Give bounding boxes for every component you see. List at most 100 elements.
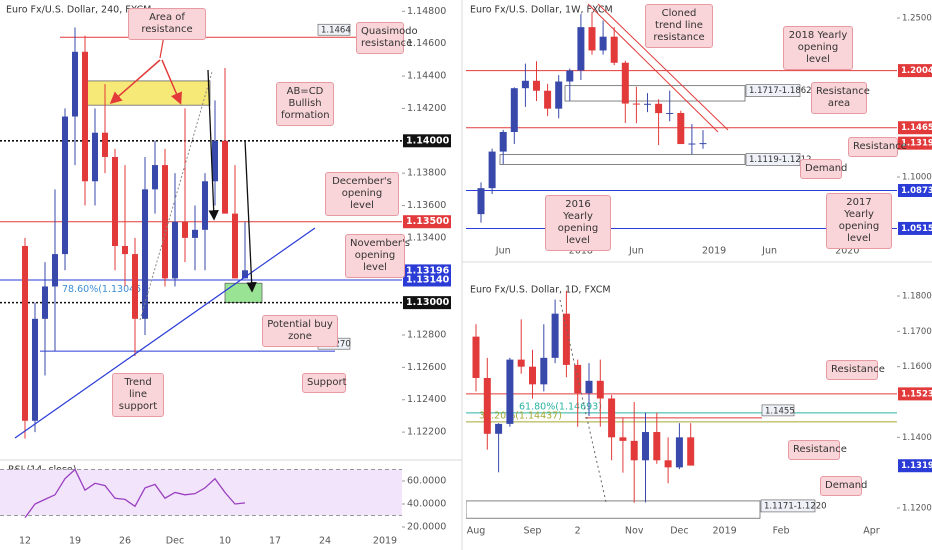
x-tick-label: Jun (495, 246, 511, 257)
y-tick-label: 1.13600 (407, 200, 446, 211)
candle-body (483, 377, 491, 434)
candle-body (588, 27, 596, 51)
drawing (207, 69, 219, 221)
drawing (139, 71, 213, 321)
price-tag (403, 296, 451, 310)
price-tag-label: 1.15230 (901, 389, 932, 399)
plot-area: 1.14641.127078.60%(1.13045) (0, 23, 402, 439)
annotation: December's opening level (325, 172, 399, 216)
candle-body (92, 132, 98, 182)
candle-body (644, 103, 651, 105)
candle-body (32, 318, 38, 421)
y-tick-label: 1.14000 (902, 433, 932, 443)
x-tick-label: 24 (319, 536, 331, 547)
x-tick-label: 2019 (713, 526, 737, 537)
x-tick-label: Apr (863, 526, 880, 537)
level-label: 1.1464 (321, 26, 351, 36)
candle-body (666, 113, 674, 115)
chart-title: Euro Fx/U.S. Dollar, 240, FXCM (6, 5, 151, 16)
zone (224, 282, 263, 304)
candle-body (608, 398, 616, 438)
price-tag-label: 1.05150 (901, 224, 932, 234)
drawing (109, 59, 161, 104)
price-tag-label: 1.13196 (901, 139, 932, 149)
y-tick-label: 60.0000 (407, 475, 446, 486)
x-tick-label: 2019 (373, 536, 397, 547)
candle-body (172, 221, 178, 279)
x-tick-label: Jun (761, 246, 777, 257)
annotation: Demand (800, 159, 847, 179)
candle-body (42, 286, 48, 319)
price-tag (898, 221, 932, 235)
x-tick-label: Feb (773, 526, 790, 537)
candle-body (630, 440, 638, 461)
price-tag (403, 273, 451, 287)
y-tick-label: 1.12200 (407, 427, 446, 438)
drawing (587, 3, 719, 133)
candle-body (212, 140, 218, 182)
annotation: Support (302, 373, 347, 393)
candle-body (142, 189, 148, 319)
price-tag-label: 1.14650 (901, 123, 932, 133)
candle-body (182, 221, 188, 238)
drawing (597, 3, 729, 131)
price-tag-label: 1.14000 (406, 135, 450, 146)
level-label: 38.20%(1.14437) (479, 410, 562, 421)
plot-area: 1.1717-1.1862 1.1119-1.1212 (466, 12, 897, 229)
candle-body (687, 437, 695, 466)
candle-body (632, 103, 640, 105)
candle-body (477, 188, 485, 215)
candle-body (664, 460, 672, 468)
candle-body (22, 245, 28, 421)
x-tick-label: Jun (628, 246, 644, 257)
y-tick-label: 40.0000 (407, 498, 446, 509)
candle-body (699, 143, 707, 145)
x-tick-label: Dec (166, 536, 184, 547)
chart-title: Euro Fx/U.S. Dollar, 1D, FXCM (470, 285, 611, 296)
annotation: 2018 Yearly opening level (783, 26, 853, 70)
candle-body (495, 423, 503, 434)
annotation: Potential buy zone (262, 315, 338, 347)
zone (83, 80, 211, 106)
price-tag (898, 387, 932, 401)
candle-body (621, 62, 629, 104)
zone (466, 500, 761, 519)
candle-body (642, 432, 649, 461)
y-tick-label: 1.14800 (407, 6, 446, 17)
candle-body (102, 132, 108, 157)
zone-label: 1.1717-1.1862 (749, 86, 812, 96)
y-tick-label: 1.12400 (407, 394, 446, 405)
candle-body (517, 359, 525, 367)
x-tick-label: Aug (467, 526, 486, 537)
plot-area: 1.1171-1.1220 61.80%(1.14693) 1.1455 38.20%… (466, 290, 897, 519)
x-tick-label: 10 (219, 536, 231, 547)
zone-label: 1.1171-1.1220 (764, 501, 827, 511)
level-label-box (761, 404, 795, 417)
candle-body (677, 113, 685, 145)
price-tag (898, 64, 932, 78)
price-tag (898, 121, 932, 135)
candle-body (132, 254, 138, 319)
candle-body (688, 143, 696, 145)
annotation: Demand (820, 476, 867, 496)
candle-body (540, 357, 548, 385)
level-label: 1.1455 (765, 406, 795, 416)
zone (564, 85, 746, 102)
x-tick-label: Nov (625, 526, 644, 537)
candle-body (555, 81, 563, 109)
candle-body (544, 90, 552, 109)
candle-body (202, 181, 208, 230)
candle-body (52, 254, 58, 287)
drawing (14, 227, 316, 439)
candle-body (488, 151, 496, 189)
candle-body (499, 131, 507, 152)
candle-body (62, 116, 68, 255)
annotation: AB=CD Bullish formation (276, 82, 334, 126)
price-tag (898, 136, 932, 150)
candle-body (472, 336, 480, 378)
y-tick-label: 1.12800 (407, 330, 446, 341)
drawing (161, 59, 182, 105)
y-tick-label: 1.13400 (407, 232, 446, 243)
